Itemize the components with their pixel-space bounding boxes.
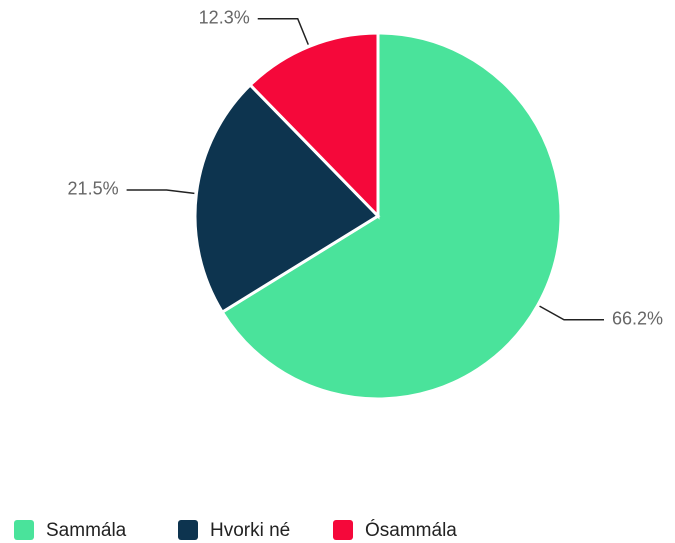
leader-line xyxy=(126,189,195,195)
legend-label: Ósammála xyxy=(365,519,457,541)
legend-label: Hvorki né xyxy=(210,520,290,541)
value-label: 66.2% xyxy=(612,309,663,329)
legend-swatch xyxy=(178,520,198,540)
pie-slice xyxy=(193,82,381,315)
pie-slice xyxy=(248,31,380,220)
pie-slice xyxy=(220,31,563,401)
value-label: 21.5% xyxy=(68,179,119,199)
value-label: 12.3% xyxy=(199,7,250,27)
leader-line xyxy=(539,305,605,321)
leader-line xyxy=(257,17,309,45)
legend-label: Sammála xyxy=(46,520,127,541)
legend-swatch xyxy=(333,520,353,540)
legend-swatch xyxy=(14,520,34,540)
